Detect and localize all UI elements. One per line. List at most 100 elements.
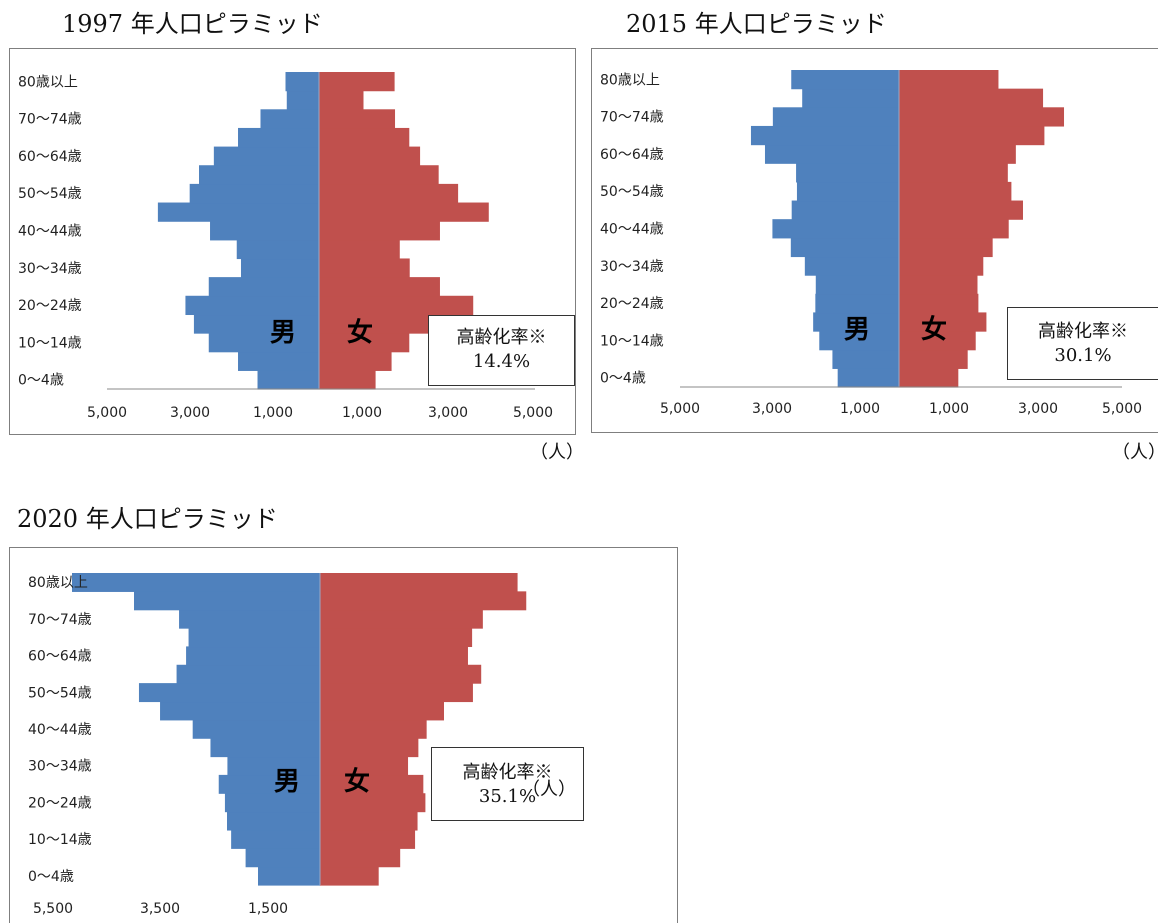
bar-female-5 [319,277,440,297]
y-tick-label: 80歳以上 [18,74,78,90]
bar-female-0 [320,866,379,886]
y-tick-label: 20〜24歳 [18,298,82,314]
bar-male-16 [72,573,320,592]
bar-female-13 [899,125,1045,146]
bar-female-12 [899,144,1016,164]
y-tick-label: 50〜54歳 [18,186,82,202]
bar-male-10 [138,683,320,703]
bar-female-2 [899,331,976,351]
y-tick-label: 20〜24歳 [28,795,92,811]
bar-female-12 [319,146,421,166]
y-tick-label: 60〜64歳 [600,147,664,163]
bar-male-16 [285,72,319,92]
y-tick-label: 40〜44歳 [28,722,92,738]
bar-female-6 [899,256,984,276]
chart-panel-1997: 0〜4歳 10〜14歳 20〜24歳 30〜34歳 40〜44歳 50〜54歳 60〜64歳… [9,48,576,435]
bar-female-0 [319,370,376,390]
bar-male-13 [750,125,899,146]
bar-male-3 [813,312,899,332]
bar-male-15 [134,591,320,611]
x-tick-label: 1,000 [253,405,293,421]
bar-female-15 [319,90,364,110]
x-tick-label: 1,000 [929,401,969,417]
x-tick-label: 5,000 [87,405,127,421]
x-tick-label: 5,000 [1102,401,1142,417]
male-label: 男 [844,315,870,345]
bar-female-16 [320,573,518,592]
aging-rate-value: 30.1% [1054,345,1112,366]
bar-female-7 [320,738,419,758]
bar-male-11 [176,664,320,684]
bar-male-5 [208,277,319,297]
y-tick-label: 80歳以上 [28,575,88,591]
bar-female-15 [320,591,527,611]
bar-male-3 [227,811,320,831]
bar-male-15 [286,90,319,110]
bar-male-0 [258,866,320,886]
x-tick-label: 5,000 [513,405,553,421]
x-tick-label: 3,000 [428,405,468,421]
x-tick-label: 1,500 [248,901,288,917]
bar-male-3 [193,314,319,334]
bar-male-10 [189,183,319,204]
y-tick-label: 80歳以上 [600,72,660,88]
bar-male-4 [224,793,320,813]
y-tick-label: 40〜44歳 [18,224,82,240]
chart-title-2015: 2015 年人口ピラミッド [626,10,887,38]
chart-title-2020: 2020 年人口ピラミッド [17,505,278,533]
bar-female-1 [320,848,401,868]
y-tick-label: 30〜34歳 [600,259,664,275]
bar-male-7 [210,738,320,758]
y-tick-label: 70〜74歳 [600,110,664,126]
y-tick-label: 0〜4歳 [28,869,74,885]
bar-female-12 [320,646,468,666]
bar-male-12 [186,646,320,666]
bar-male-6 [240,258,319,278]
pyramid-chart-2015: 0〜4歳 10〜14歳 20〜24歳 30〜34歳 40〜44歳 50〜54歳 60〜64歳… [600,70,1142,417]
bar-male-2 [208,333,319,353]
bar-male-14 [260,109,319,129]
x-tick-label: 1,000 [840,401,880,417]
bar-male-16 [791,70,899,90]
bar-male-1 [245,848,320,868]
bar-female-10 [320,683,473,703]
bar-female-10 [899,181,1012,202]
bar-female-3 [320,811,418,831]
bar-female-13 [319,127,410,148]
bar-male-6 [227,756,320,776]
bar-female-4 [319,295,474,316]
x-tick-label: 3,000 [752,401,792,417]
aging-rate-label: 高齢化率※ [462,762,553,783]
bar-male-6 [804,256,899,276]
bar-male-12 [764,144,899,164]
bar-female-9 [319,202,489,222]
y-tick-label: 50〜54歳 [28,685,92,701]
bar-female-11 [320,664,482,684]
bar-male-8 [210,221,319,241]
bar-male-10 [796,181,899,202]
aging-rate-value: 35.1% [478,786,537,807]
bar-male-15 [802,88,899,108]
y-tick-label: 10〜14歳 [28,832,92,848]
chart-panel-2015: 0〜4歳 10〜14歳 20〜24歳 30〜34歳 40〜44歳 50〜54歳 60〜64歳… [591,48,1158,433]
bar-male-13 [188,628,320,648]
bar-male-0 [257,370,319,390]
bar-male-8 [192,719,320,739]
bar-female-1 [899,349,968,369]
bar-female-15 [899,88,1044,108]
aging-rate-value: 14.4% [472,351,531,372]
x-tick-label: 3,000 [1018,401,1058,417]
bar-female-16 [899,70,999,90]
bar-female-10 [319,183,459,204]
bar-female-3 [319,314,429,334]
bar-female-5 [899,275,978,295]
aging-rate-box-1997: 高齢化率※ 14.4% [428,315,575,386]
bar-male-14 [772,107,899,127]
y-tick-label: 60〜64歳 [28,649,92,665]
bar-female-9 [320,701,444,721]
bar-male-5 [815,275,899,295]
bar-female-11 [319,165,439,185]
male-label: 男 [274,767,300,797]
chart-title-1997: 1997 年人口ピラミッド [62,10,323,38]
aging-rate-box-2020: 高齢化率※ 35.1% [431,747,584,821]
